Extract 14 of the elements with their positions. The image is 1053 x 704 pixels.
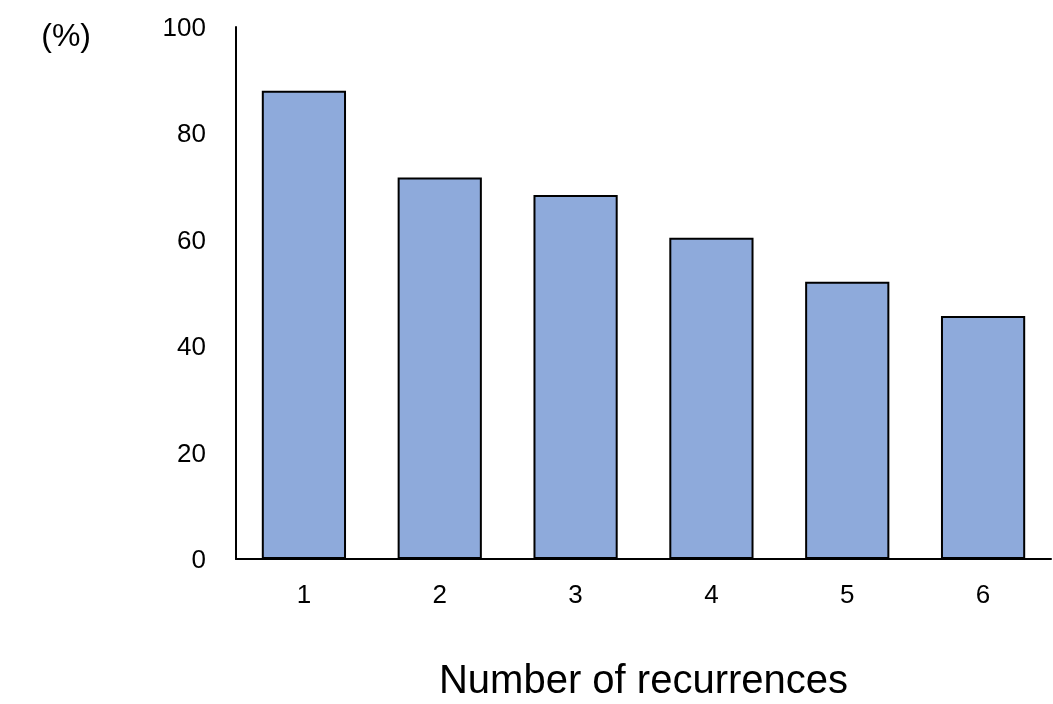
y-tick-label: 100 [162, 12, 206, 42]
y-tick-label: 40 [177, 331, 206, 362]
x-tick-label: 6 [975, 579, 991, 609]
y-tick-label: 80 [177, 118, 206, 149]
x-tick-label: 3 [568, 579, 583, 609]
x-axis-title: Number of recurrences [438, 657, 849, 701]
y-tick-label: 0 [191, 544, 206, 574]
x-tick-label: 1 [296, 579, 312, 609]
y-axis-title: (%) [41, 17, 91, 53]
y-tick-label: 60 [177, 224, 206, 255]
x-tick-label: 2 [432, 579, 447, 609]
y-tick-label: 20 [177, 437, 206, 468]
x-tick-label: 5 [840, 579, 855, 609]
x-tick-label: 4 [704, 579, 719, 609]
